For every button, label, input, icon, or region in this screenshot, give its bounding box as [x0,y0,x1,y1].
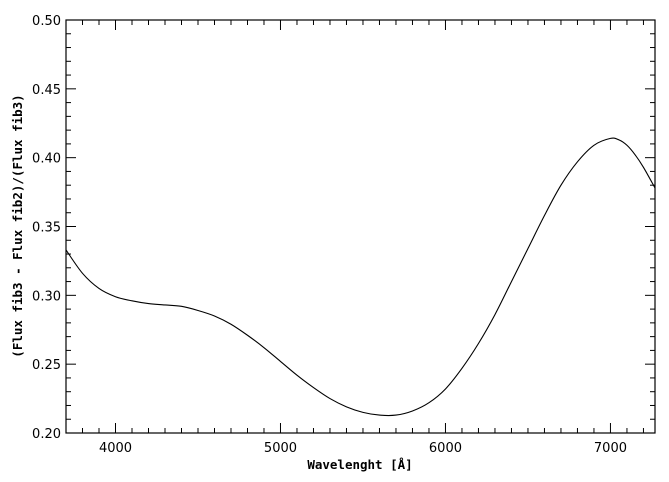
y-tick-label: 0.35 [32,221,61,236]
axis-ticks [65,19,655,434]
x-tick-label: 5000 [264,441,297,456]
x-axis-label: Wavelenght [Å] [307,457,412,472]
y-tick-label: 0.40 [32,152,61,167]
series-line [65,137,656,417]
y-tick-label: 0.20 [32,427,61,442]
plot-frame [65,19,656,434]
x-tick-label: 6000 [429,441,462,456]
x-tick-label: 4000 [99,441,132,456]
y-tick-label: 0.50 [32,14,61,29]
y-axis-label: (Flux fib3 - Flux fib2)/(Flux fib3) [10,94,25,357]
x-tick-label: 7000 [594,441,627,456]
y-tick-label: 0.25 [32,358,61,373]
y-tick-label: 0.45 [32,83,61,98]
y-tick-label: 0.30 [32,289,61,304]
tick-labels: 4000 5000 6000 7000 0.20 0.25 0.30 0.35 0.40 0.45… [32,14,627,456]
